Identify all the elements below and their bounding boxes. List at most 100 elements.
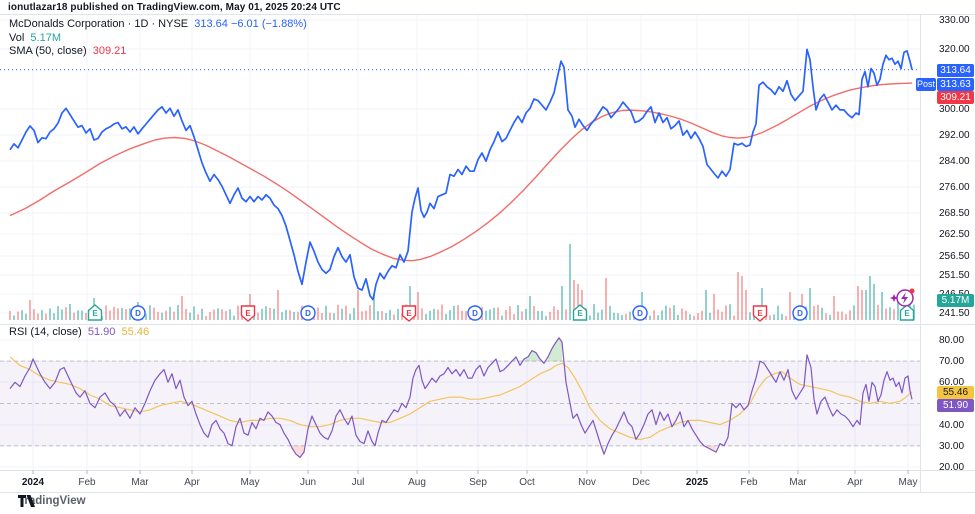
volume-bar: [433, 308, 435, 320]
svg-text:D: D: [305, 309, 311, 318]
volume-bar: [65, 307, 67, 320]
volume-bar: [401, 313, 403, 320]
svg-text:D: D: [797, 309, 803, 318]
volume-bar: [29, 300, 31, 320]
volume-bar: [761, 288, 763, 320]
volume-bar: [593, 304, 595, 320]
volume-bar: [353, 308, 355, 320]
volume-bar: [529, 296, 531, 320]
volume-bar: [445, 313, 447, 320]
volume-bar: [233, 315, 235, 320]
volume-bar: [629, 311, 631, 320]
volume-bar: [449, 310, 451, 320]
volume-bar: [273, 308, 275, 320]
volume-bar: [265, 306, 267, 320]
volume-bar: [725, 305, 727, 320]
volume-bar: [21, 310, 23, 320]
volume-bar: [873, 284, 875, 320]
earnings-down-marker-icon[interactable]: E: [752, 305, 768, 322]
volume-bar: [681, 308, 683, 320]
volume-bar: [569, 244, 571, 320]
volume-bar: [709, 312, 711, 320]
volume-bar: [393, 314, 395, 320]
volume-bar: [865, 290, 867, 320]
volume-bar: [213, 309, 215, 320]
dividend-marker-icon[interactable]: D: [130, 305, 146, 321]
volume-bar: [665, 305, 667, 320]
volume-bar: [33, 309, 35, 320]
volume-bar: [657, 315, 659, 320]
volume-bar: [125, 309, 127, 320]
volume-bar: [441, 304, 443, 320]
earnings-up-marker-icon[interactable]: E: [899, 304, 915, 321]
volume-bar: [77, 310, 79, 320]
volume-bar: [321, 313, 323, 320]
volume-bar: [841, 311, 843, 320]
volume-bar: [649, 315, 651, 320]
volume-bar: [177, 304, 179, 320]
volume-bar: [517, 305, 519, 320]
volume-bar: [677, 314, 679, 320]
volume-bar: [853, 305, 855, 320]
volume-bar: [669, 307, 671, 320]
dividend-marker-icon[interactable]: D: [632, 305, 648, 321]
volume-bar: [9, 310, 11, 320]
volume-bar: [493, 307, 495, 320]
volume-bar: [465, 311, 467, 320]
volume-bar: [161, 312, 163, 320]
volume-bar: [425, 313, 427, 320]
volume-bar: [229, 309, 231, 320]
volume-bar: [421, 308, 423, 320]
volume-bar: [85, 313, 87, 320]
volume-bar: [37, 313, 39, 320]
volume-bar: [721, 311, 723, 320]
volume-bar: [329, 312, 331, 320]
volume-bar: [589, 315, 591, 320]
volume-bar: [833, 296, 835, 320]
volume-bar: [537, 310, 539, 320]
volume-bar: [545, 315, 547, 320]
volume-bar: [693, 315, 695, 320]
volume-bar: [281, 312, 283, 320]
earnings-down-marker-icon[interactable]: E: [240, 305, 256, 322]
rsi-ma-line: [9, 356, 913, 440]
volume-bar: [661, 310, 663, 320]
svg-text:E: E: [757, 309, 763, 318]
volume-bar: [157, 311, 159, 320]
volume-bar: [573, 280, 575, 320]
volume-bar: [745, 290, 747, 320]
volume-bar: [821, 307, 823, 320]
earnings-down-marker-icon[interactable]: E: [401, 305, 417, 322]
volume-bar: [561, 286, 563, 320]
volume-bar: [869, 276, 871, 320]
rsi-overbought-fill: [548, 337, 562, 362]
volume-bar: [501, 315, 503, 320]
dividend-marker-icon[interactable]: D: [792, 305, 808, 321]
volume-bar: [553, 306, 555, 320]
volume-bar: [105, 305, 107, 320]
volume-bar: [781, 313, 783, 320]
volume-bar: [609, 305, 611, 320]
dividend-marker-icon[interactable]: D: [467, 305, 483, 321]
dividend-marker-icon[interactable]: D: [300, 305, 316, 321]
volume-bar: [221, 309, 223, 320]
volume-bar: [437, 309, 439, 320]
volume-bar: [57, 306, 59, 320]
svg-text:E: E: [245, 309, 251, 318]
volume-bar: [349, 313, 351, 320]
volume-bar: [53, 313, 55, 320]
volume-bar: [333, 313, 335, 320]
volume-bar: [217, 308, 219, 320]
volume-bar: [181, 296, 183, 320]
earnings-up-marker-icon[interactable]: E: [572, 304, 588, 321]
volume-bar: [237, 305, 239, 320]
volume-bar: [173, 311, 175, 320]
quick-action-lightning-icon[interactable]: [890, 288, 915, 307]
volume-bar: [549, 311, 551, 320]
volume-bar: [341, 308, 343, 320]
earnings-up-marker-icon[interactable]: E: [87, 304, 103, 321]
volume-bar: [705, 290, 707, 320]
volume-bar: [625, 313, 627, 320]
